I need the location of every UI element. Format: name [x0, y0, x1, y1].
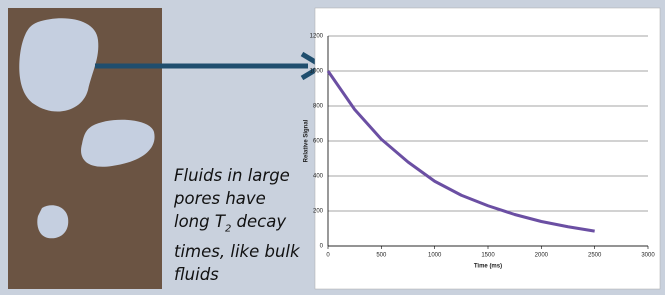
chart-panel [315, 8, 660, 289]
canvas: 0200400600800100012000500100015002000250… [0, 0, 665, 295]
x-tick-label: 1500 [481, 253, 495, 259]
y-tick-label: 200 [313, 209, 324, 215]
x-tick-label: 500 [376, 253, 387, 259]
x-tick-label: 2500 [588, 253, 602, 259]
y-tick-label: 800 [313, 104, 324, 110]
caption: Fluids in large pores have long T2 decay… [174, 164, 304, 286]
x-tick-label: 1000 [428, 253, 442, 259]
y-tick-label: 600 [313, 139, 324, 145]
y-tick-label: 1200 [310, 34, 324, 40]
figure: 0200400600800100012000500100015002000250… [0, 0, 665, 295]
y-tick-label: 400 [313, 174, 324, 180]
small-pore [37, 205, 68, 238]
x-tick-label: 3000 [641, 253, 655, 259]
x-tick-label: 2000 [535, 253, 549, 259]
y-axis-title: Relative Signal [304, 119, 310, 162]
x-axis-title: Time (ms) [474, 264, 502, 270]
y-tick-label: 1000 [310, 69, 324, 75]
